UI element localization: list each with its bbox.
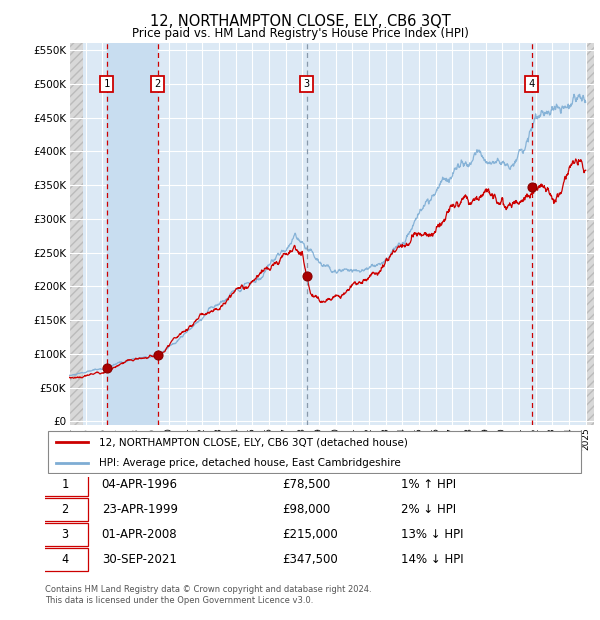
Text: Contains HM Land Registry data © Crown copyright and database right 2024.
This d: Contains HM Land Registry data © Crown c… xyxy=(45,585,371,604)
Text: 04-APR-1996: 04-APR-1996 xyxy=(101,478,178,491)
Bar xyxy=(107,43,157,425)
Text: 01-APR-2008: 01-APR-2008 xyxy=(101,528,178,541)
Bar xyxy=(586,43,594,425)
Text: 2% ↓ HPI: 2% ↓ HPI xyxy=(401,503,457,516)
Text: 3: 3 xyxy=(61,528,68,541)
Text: 23-APR-1999: 23-APR-1999 xyxy=(101,503,178,516)
FancyBboxPatch shape xyxy=(42,498,88,521)
Text: 4: 4 xyxy=(61,553,68,566)
FancyBboxPatch shape xyxy=(42,473,88,496)
FancyBboxPatch shape xyxy=(42,549,88,571)
Text: 1% ↑ HPI: 1% ↑ HPI xyxy=(401,478,457,491)
Text: 4: 4 xyxy=(529,79,535,89)
Text: 1: 1 xyxy=(103,79,110,89)
FancyBboxPatch shape xyxy=(48,432,581,473)
Text: 3: 3 xyxy=(304,79,310,89)
Bar xyxy=(69,43,83,425)
Text: £98,000: £98,000 xyxy=(283,503,331,516)
Text: 13% ↓ HPI: 13% ↓ HPI xyxy=(401,528,464,541)
Text: 12, NORTHAMPTON CLOSE, ELY, CB6 3QT (detached house): 12, NORTHAMPTON CLOSE, ELY, CB6 3QT (det… xyxy=(99,437,408,447)
FancyBboxPatch shape xyxy=(42,523,88,546)
Text: 14% ↓ HPI: 14% ↓ HPI xyxy=(401,553,464,566)
Text: 2: 2 xyxy=(61,503,68,516)
Text: £215,000: £215,000 xyxy=(283,528,338,541)
Text: 1: 1 xyxy=(61,478,68,491)
Text: £347,500: £347,500 xyxy=(283,553,338,566)
Text: Price paid vs. HM Land Registry's House Price Index (HPI): Price paid vs. HM Land Registry's House … xyxy=(131,27,469,40)
Text: 30-SEP-2021: 30-SEP-2021 xyxy=(101,553,176,566)
Text: 12, NORTHAMPTON CLOSE, ELY, CB6 3QT: 12, NORTHAMPTON CLOSE, ELY, CB6 3QT xyxy=(149,14,451,29)
Text: £78,500: £78,500 xyxy=(283,478,331,491)
Text: HPI: Average price, detached house, East Cambridgeshire: HPI: Average price, detached house, East… xyxy=(99,458,401,468)
Text: 2: 2 xyxy=(154,79,161,89)
